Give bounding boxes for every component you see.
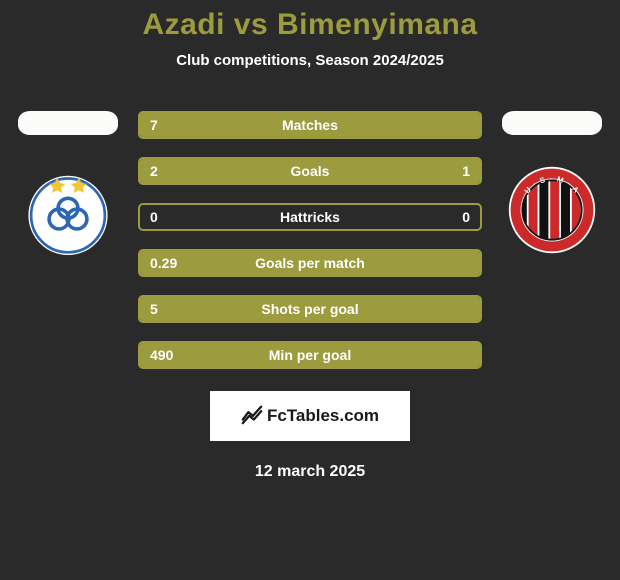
stat-bar: 21Goals (138, 157, 482, 185)
stat-bars: 7Matches 21Goals 00Hattricks 0.29Goals per … (138, 111, 482, 369)
right-crest: U · S · M · A (507, 165, 597, 255)
logo-text: FcTables.com (267, 406, 379, 426)
site-logo: FcTables.com (241, 403, 379, 430)
bar-label: Goals per match (140, 251, 480, 275)
chart-icon (241, 403, 263, 430)
stat-bar: 7Matches (138, 111, 482, 139)
stat-bar: 0.29Goals per match (138, 249, 482, 277)
left-side (18, 111, 118, 255)
stat-bar: 5Shots per goal (138, 295, 482, 323)
bar-label: Hattricks (140, 205, 480, 229)
bar-label: Matches (140, 113, 480, 137)
bar-label: Min per goal (140, 343, 480, 367)
logo-box: FcTables.com (210, 391, 410, 441)
right-side: U · S · M · A (502, 111, 602, 255)
stat-bar: 490Min per goal (138, 341, 482, 369)
stat-bar: 00Hattricks (138, 203, 482, 231)
subtitle: Club competitions, Season 2024/2025 (0, 52, 620, 69)
page-title: Azadi vs Bimenyimana (0, 8, 620, 42)
left-name-pill (18, 111, 118, 135)
bar-label: Goals (140, 159, 480, 183)
left-crest (23, 165, 113, 255)
right-name-pill (502, 111, 602, 135)
date-text: 12 march 2025 (0, 463, 620, 481)
comparison-layout: 7Matches 21Goals 00Hattricks 0.29Goals per … (0, 111, 620, 369)
bar-label: Shots per goal (140, 297, 480, 321)
